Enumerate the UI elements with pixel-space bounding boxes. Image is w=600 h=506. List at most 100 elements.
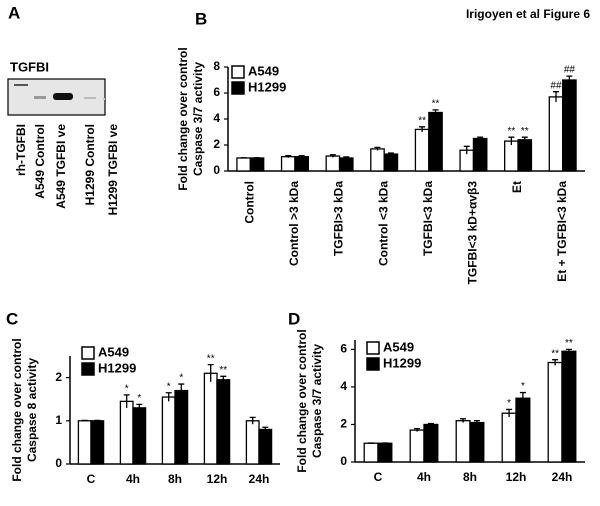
bar — [377, 442, 393, 463]
significance-label: ** — [432, 99, 440, 110]
legend-label: A549 — [98, 344, 129, 359]
error-bar — [374, 146, 381, 151]
legend-label: H1299 — [383, 355, 421, 370]
legend-label: H1299 — [248, 79, 286, 94]
error-bar — [165, 392, 172, 402]
bar — [370, 148, 385, 172]
y-tick-label: 4 — [213, 111, 220, 125]
error-bar — [81, 419, 88, 422]
x-tick-label: Et — [510, 181, 524, 193]
bar — [294, 156, 309, 172]
significance-label: * — [521, 381, 525, 392]
bar — [472, 137, 488, 172]
error-bar — [506, 408, 513, 417]
bar — [258, 428, 273, 465]
error-bar — [285, 155, 292, 158]
bar — [561, 350, 577, 463]
panel-letter: A — [8, 3, 20, 22]
error-bar — [508, 136, 515, 145]
y-tick-label: 2 — [55, 370, 62, 384]
bar — [517, 139, 533, 172]
legend-swatch — [81, 362, 95, 376]
bar — [325, 155, 341, 172]
lane-label: H1299 Control — [83, 124, 97, 205]
error-bar — [419, 126, 426, 132]
error-bar — [473, 420, 480, 425]
error-bar — [387, 152, 394, 156]
blot — [7, 78, 106, 116]
blot-title: TGFBI — [10, 59, 49, 74]
y-axis-label: Fold change over control — [176, 47, 190, 190]
lane-label: H1299 TGFBI ve — [106, 124, 120, 216]
panel-letter: D — [288, 309, 300, 328]
significance-label: * — [137, 393, 141, 404]
error-bar — [329, 154, 336, 158]
x-tick-label: TGFBI<3 kD+αvβ3 — [466, 181, 480, 285]
y-tick-label: 1 — [55, 413, 62, 427]
x-tick-label: Et + TGFBI<3 kDa — [555, 181, 569, 282]
error-bar — [414, 427, 421, 432]
y-tick-label: 0 — [55, 456, 62, 470]
x-tick-label: 8h — [168, 472, 182, 486]
bar — [245, 420, 260, 465]
bar — [501, 412, 517, 463]
legend-label: A549 — [383, 339, 414, 354]
significance-label: ** — [551, 348, 559, 359]
error-bar — [463, 145, 470, 155]
lane-label: A549 Control — [33, 124, 47, 199]
legend-label: H1299 — [98, 360, 136, 375]
significance-label: ** — [207, 353, 215, 364]
x-tick-label: C — [374, 470, 383, 484]
error-bar — [521, 136, 528, 143]
legend-swatch — [366, 341, 380, 355]
error-bar — [427, 422, 434, 426]
error-bar — [207, 363, 214, 382]
bar — [132, 407, 147, 465]
x-tick-label: 4h — [417, 470, 431, 484]
x-tick-label: 8h — [463, 470, 477, 484]
y-axis-label: Caspase 3/7 activity — [310, 344, 324, 458]
bar — [280, 156, 296, 172]
bar — [547, 361, 563, 463]
significance-label: * — [125, 384, 129, 395]
bar — [515, 397, 531, 463]
bar — [469, 421, 485, 463]
error-bar — [477, 136, 484, 140]
legend-swatch — [231, 65, 245, 79]
x-tick-label: 24h — [249, 472, 270, 486]
error-bar — [432, 109, 439, 116]
error-bar — [123, 394, 130, 408]
bar — [423, 423, 439, 463]
error-bar — [519, 391, 526, 404]
error-bar — [343, 156, 350, 160]
error-bar — [136, 403, 143, 412]
error-bar — [298, 155, 305, 158]
legend-label: A549 — [248, 63, 279, 78]
bar — [455, 420, 471, 463]
bar — [414, 128, 430, 172]
x-tick-label: TGFBI>3 kDa — [332, 181, 346, 256]
bar — [562, 79, 577, 172]
significance-label: ** — [521, 126, 529, 137]
figure-label: Irigoyen et al Figure 6 — [466, 7, 590, 21]
bar — [119, 400, 134, 465]
legend-swatch — [81, 346, 95, 360]
y-axis-label: Caspase 3/7 activity — [191, 62, 205, 176]
y-tick-label: 6 — [340, 342, 347, 356]
bar — [174, 389, 189, 465]
bar — [249, 157, 265, 172]
x-tick-label: 4h — [126, 472, 140, 486]
bar — [216, 379, 231, 465]
error-bar — [254, 157, 261, 159]
significance-label: ** — [219, 365, 227, 376]
x-tick-label: 12h — [506, 470, 527, 484]
bar — [504, 140, 519, 172]
error-bar — [94, 419, 101, 422]
error-bar — [566, 75, 573, 84]
y-tick-label: 2 — [213, 137, 220, 151]
significance-label: ## — [564, 65, 576, 76]
bar — [90, 420, 105, 465]
x-tick-label: Control <3 kDa — [376, 181, 390, 266]
error-bar — [240, 157, 247, 159]
